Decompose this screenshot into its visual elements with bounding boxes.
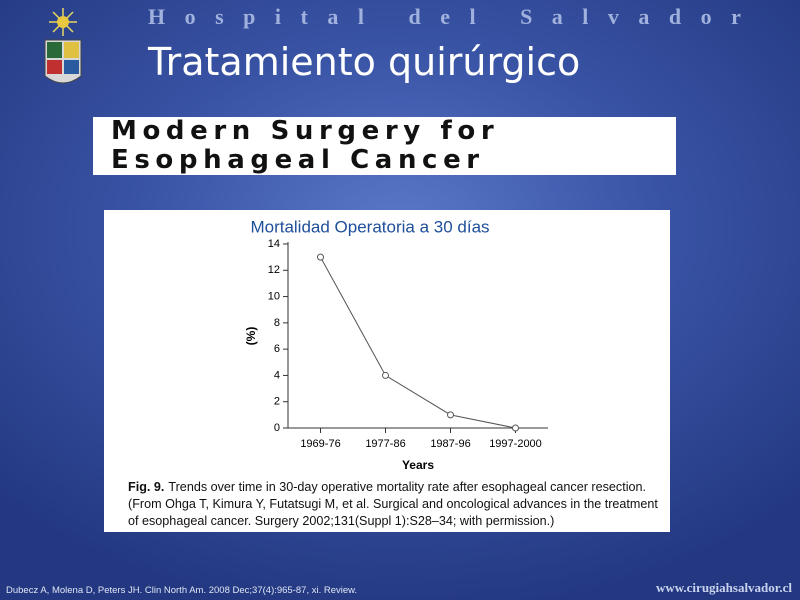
- line: [320, 256, 516, 429]
- banner-line: Modern Surgery for: [111, 116, 500, 146]
- x-tick-label: 1987-96: [430, 438, 470, 450]
- slide-title: Tratamiento quirúrgico: [148, 40, 581, 84]
- x-tick-label: 1997-2000: [489, 438, 542, 450]
- banner: Modern Surgery for Esophageal Cancer: [93, 117, 676, 175]
- caption-text: Trends over time in 30-day operative mor…: [128, 480, 658, 528]
- point: [382, 371, 389, 379]
- y-tick-label: 12: [268, 264, 280, 276]
- point: [512, 424, 519, 432]
- y-tick-label: 2: [274, 396, 280, 408]
- chart-panel: [104, 210, 670, 532]
- y-tick-label: 0: [274, 422, 280, 434]
- website: www.cirugiahsalvador.cl: [655, 580, 792, 595]
- y-tick-label: 4: [274, 369, 280, 381]
- y-tick-label: 10: [268, 290, 280, 302]
- chart-title: Mortalidad Operatoria a 30 días: [250, 217, 489, 236]
- caption-label: Fig. 9.: [128, 480, 165, 494]
- y-axis-label: (%): [244, 327, 258, 346]
- institution: Hospital del Salvador: [148, 4, 761, 29]
- point: [447, 411, 454, 419]
- reference: Dubecz A, Molena D, Peters JH. Clin Nort…: [6, 585, 358, 596]
- banner-line: Esophageal Cancer: [111, 145, 485, 175]
- logo: [44, 8, 82, 84]
- y-tick-label: 6: [274, 343, 280, 355]
- y-tick-label: 8: [274, 317, 280, 329]
- point: [317, 253, 324, 261]
- x-tick-label: 1969-76: [300, 438, 340, 450]
- x-axis-label: Years: [402, 458, 434, 472]
- y-tick-label: 14: [268, 238, 280, 250]
- caption: Fig. 9. Trends over time in 30-day operat…: [128, 479, 668, 530]
- x-tick-label: 1977-86: [365, 438, 405, 450]
